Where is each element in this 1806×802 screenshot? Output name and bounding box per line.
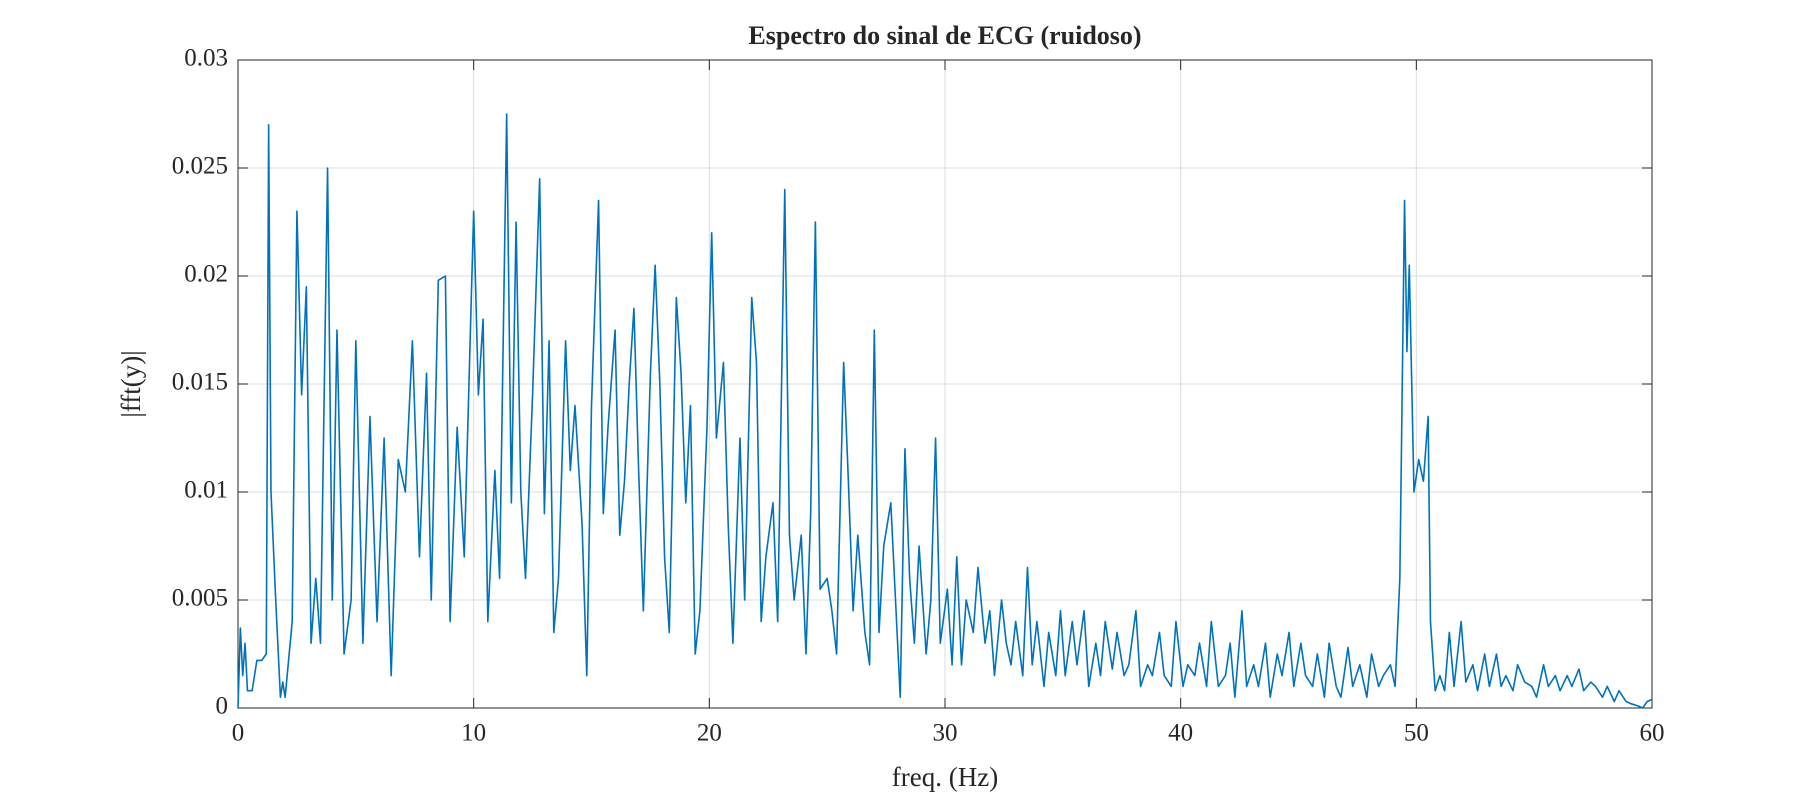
x-tick-label: 40 — [1168, 720, 1193, 747]
x-axis-label: freq. (Hz) — [892, 762, 998, 792]
x-tick-label: 0 — [232, 720, 245, 747]
y-tick-label: 0.005 — [172, 585, 228, 612]
y-tick-label: 0.02 — [184, 261, 228, 288]
y-tick-label: 0.01 — [184, 477, 228, 504]
y-tick-label: 0.03 — [184, 45, 228, 72]
x-tick-label: 50 — [1404, 720, 1429, 747]
y-tick-label: 0.025 — [172, 153, 228, 180]
x-tick-label: 60 — [1640, 720, 1665, 747]
x-tick-label: 20 — [697, 720, 722, 747]
y-tick-label: 0.015 — [172, 369, 228, 396]
axes-box — [237, 59, 1653, 709]
x-tick-label: 30 — [933, 720, 958, 747]
y-axis-label: |fft(y)| — [116, 350, 146, 417]
y-tick-label: 0 — [216, 693, 229, 720]
chart-title: Espectro do sinal de ECG (ruidoso) — [748, 21, 1141, 50]
x-tick-label: 10 — [461, 720, 486, 747]
spectrum-line — [237, 113, 1653, 709]
